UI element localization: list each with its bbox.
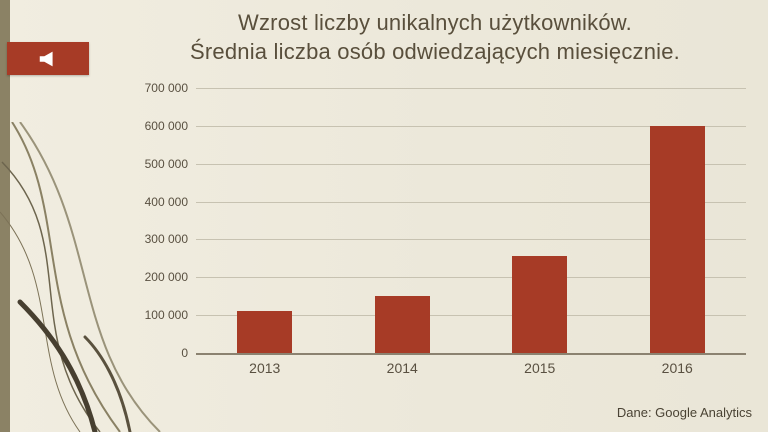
gridline [196, 315, 746, 317]
x-tick-label: 2013 [249, 360, 281, 376]
gridline [196, 125, 746, 127]
gridline [196, 277, 746, 279]
title-line-1: Wzrost liczby unikalnych użytkowników. [238, 10, 632, 35]
y-tick-label: 700 000 [144, 81, 188, 95]
y-tick-label: 400 000 [144, 194, 188, 209]
bar-2013 [237, 311, 293, 353]
bar-chart: 0 100 000 200 000 300 000 400 000 500 000 600 … [128, 81, 750, 390]
data-source-caption: Dane: Google Analytics [616, 405, 752, 420]
bar-2016 [649, 125, 705, 353]
y-tick-label: 500 000 [144, 156, 188, 171]
megaphone-icon [37, 48, 59, 70]
megaphone-ribbon [7, 42, 89, 75]
plot-area [196, 88, 746, 355]
title-line-2: Średnia liczba osób odwiedzających miesi… [190, 39, 680, 65]
y-tick-label: 0 [181, 346, 188, 360]
gridline [196, 201, 746, 203]
x-tick-label: 2015 [524, 360, 556, 376]
y-tick-label: 300 000 [144, 232, 188, 247]
x-axis: 2013 2014 2015 2016 [196, 360, 746, 382]
page-title: Wzrost liczby unikalnych użytkowników. Ś… [110, 8, 760, 66]
gridline [196, 163, 746, 165]
y-tick-label: 100 000 [144, 308, 188, 323]
y-axis: 0 100 000 200 000 300 000 400 000 500 000 600 … [128, 81, 188, 360]
y-tick-label: 600 000 [144, 118, 188, 133]
y-tick-label: 200 000 [144, 270, 188, 285]
bar-2015 [512, 256, 568, 353]
x-tick-label: 2014 [386, 360, 418, 376]
bar-2014 [374, 296, 430, 353]
x-tick-label: 2016 [661, 360, 693, 376]
gridline [196, 239, 746, 241]
gridline [196, 88, 746, 89]
